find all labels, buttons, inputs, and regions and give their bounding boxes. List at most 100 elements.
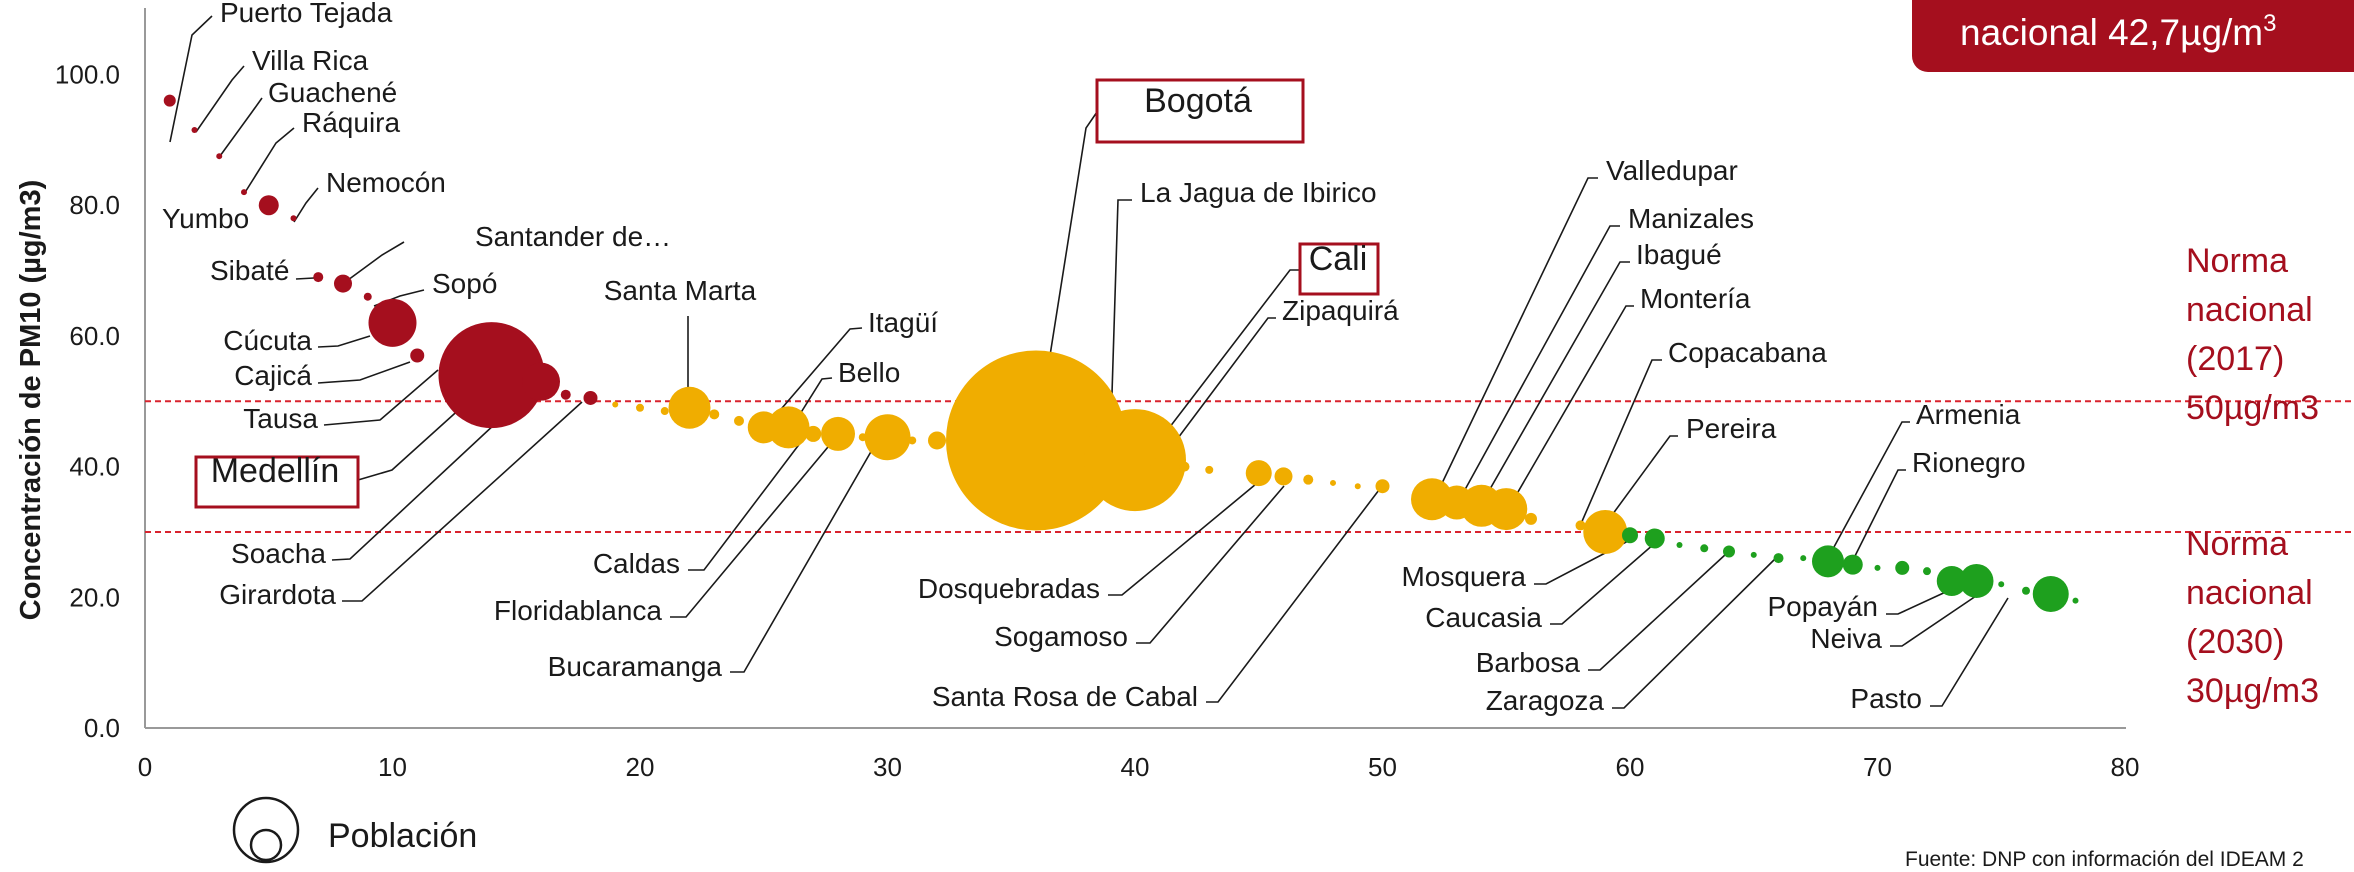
label-bello: Bello	[838, 357, 900, 388]
point	[908, 436, 917, 445]
point	[928, 431, 946, 450]
label-girardota: Girardota	[219, 579, 336, 610]
label-caldas: Caldas	[593, 548, 680, 579]
national-average-banner: nacional 42,7µg/m3	[1912, 0, 2354, 72]
label-box-cali	[1298, 242, 1380, 296]
leader-line-tausa	[323, 369, 439, 426]
point-bello	[805, 425, 822, 442]
norm-lines: Norma nacional (2017) 50µg/m3 Norma nacional (…	[145, 242, 2354, 710]
label-cali: Cali	[1309, 240, 1368, 278]
leader-line-zaragoza	[1612, 555, 1779, 709]
svg-text:nacional 42,7µg/m3: nacional 42,7µg/m3	[1960, 10, 2276, 53]
norm-label-line: 50µg/m3	[2186, 389, 2319, 427]
point	[1205, 465, 1214, 474]
point-barbosa	[1723, 545, 1735, 558]
point	[1179, 461, 1190, 472]
leader-line-caldas	[688, 429, 811, 571]
norm-label-line: (2030)	[2186, 623, 2284, 661]
norm-label-line: nacional	[2186, 574, 2313, 612]
point-pereira	[1583, 509, 1628, 554]
leader-line-manizales	[1455, 225, 1620, 507]
leader-line-puerto-tejada	[169, 15, 213, 143]
y-tick-label: 60.0	[69, 321, 120, 351]
point-mosquera	[1622, 527, 1638, 544]
point	[612, 401, 619, 408]
label-cucuta: Cúcuta	[223, 325, 312, 356]
norm-label-line: nacional	[2186, 291, 2313, 329]
x-tick-label: 80	[2111, 752, 2140, 782]
point	[636, 403, 644, 412]
point-rionegro	[1842, 554, 1863, 575]
point-santander-de	[334, 274, 352, 293]
label-zipaquira: Zipaquirá	[1282, 295, 1399, 326]
label-manizales: Manizales	[1628, 203, 1754, 234]
leader-line-monteria	[1503, 305, 1634, 517]
point	[660, 407, 669, 416]
label-ibague: Ibagué	[1636, 239, 1722, 270]
point-cali	[1084, 409, 1186, 512]
leader-line-rionegro	[1851, 469, 1906, 563]
y-tick-label: 40.0	[69, 452, 120, 482]
leader-line-popayan	[1886, 589, 1951, 615]
leader-line-ibague	[1477, 261, 1630, 511]
label-santander-de: Santander de…	[475, 221, 671, 252]
x-tick-label: 0	[138, 752, 152, 782]
point	[2022, 586, 2030, 595]
point-floridablanca	[821, 416, 855, 451]
leader-line-cali	[1139, 269, 1300, 467]
point-cucuta	[368, 298, 417, 347]
label-soacha: Soacha	[231, 538, 326, 569]
point-caucasia	[1644, 528, 1665, 549]
norm-label-line: 30µg/m3	[2186, 672, 2319, 710]
point	[1750, 551, 1757, 558]
point-raquira	[241, 189, 247, 196]
point-medellin	[438, 322, 545, 429]
point-bucaramanga	[864, 414, 911, 461]
y-tick-labels: 0.0 20.0 40.0 60.0 80.0 100.0	[55, 60, 120, 744]
norm-label-line: (2017)	[2186, 340, 2284, 378]
point	[734, 415, 744, 426]
leader-line-soacha	[331, 381, 541, 561]
point-armenia	[1812, 545, 1844, 578]
point	[1525, 512, 1537, 525]
point	[1303, 474, 1314, 485]
leader-lines	[169, 15, 2009, 709]
point-sogamoso	[1274, 467, 1293, 486]
label-valledupar: Valledupar	[1606, 155, 1738, 186]
point-sibate	[313, 272, 324, 283]
label-santa-marta: Santa Marta	[604, 275, 757, 306]
label-caucasia: Caucasia	[1425, 602, 1542, 633]
leader-line-zipaquira	[1153, 317, 1276, 471]
label-yumbo: Yumbo	[162, 203, 249, 234]
label-barbosa: Barbosa	[1476, 647, 1581, 678]
label-sopo: Sopó	[432, 268, 497, 299]
leader-line-barbosa	[1588, 553, 1727, 671]
y-tick-label: 20.0	[69, 582, 120, 612]
x-tick-labels: 0 10 20 30 40 50 60 70 80	[138, 752, 2140, 782]
point	[709, 409, 720, 420]
leader-line-floridablanca	[670, 434, 839, 618]
label-box-medellin	[194, 455, 360, 509]
leader-line-copacabana	[1579, 359, 1662, 527]
leader-line-girardota	[342, 401, 583, 602]
norm-label-line: Norma	[2186, 525, 2288, 563]
point-girardota	[583, 390, 598, 405]
point	[1923, 567, 1931, 576]
label-copacabana: Copacabana	[1668, 337, 1827, 368]
label-rionegro: Rionegro	[1912, 447, 2026, 478]
label-bogota: Bogotá	[1144, 82, 1252, 120]
point	[1330, 479, 1336, 486]
label-guachene: Guachené	[268, 77, 397, 108]
label-dosquebradas: Dosquebradas	[918, 573, 1100, 604]
x-tick-label: 30	[873, 752, 902, 782]
point-cajica	[410, 348, 425, 363]
norm-label-line: Norma	[2186, 242, 2288, 280]
leader-line-nemocon	[293, 187, 319, 223]
label-sogamoso: Sogamoso	[994, 621, 1128, 652]
leader-line-itagui	[769, 327, 863, 423]
point-zaragoza	[1773, 553, 1784, 564]
label-popayan: Popayán	[1767, 591, 1878, 622]
x-tick-label: 60	[1616, 752, 1645, 782]
label-neiva: Neiva	[1810, 623, 1882, 654]
point-santa-rosa-de-cabal	[1375, 479, 1390, 494]
